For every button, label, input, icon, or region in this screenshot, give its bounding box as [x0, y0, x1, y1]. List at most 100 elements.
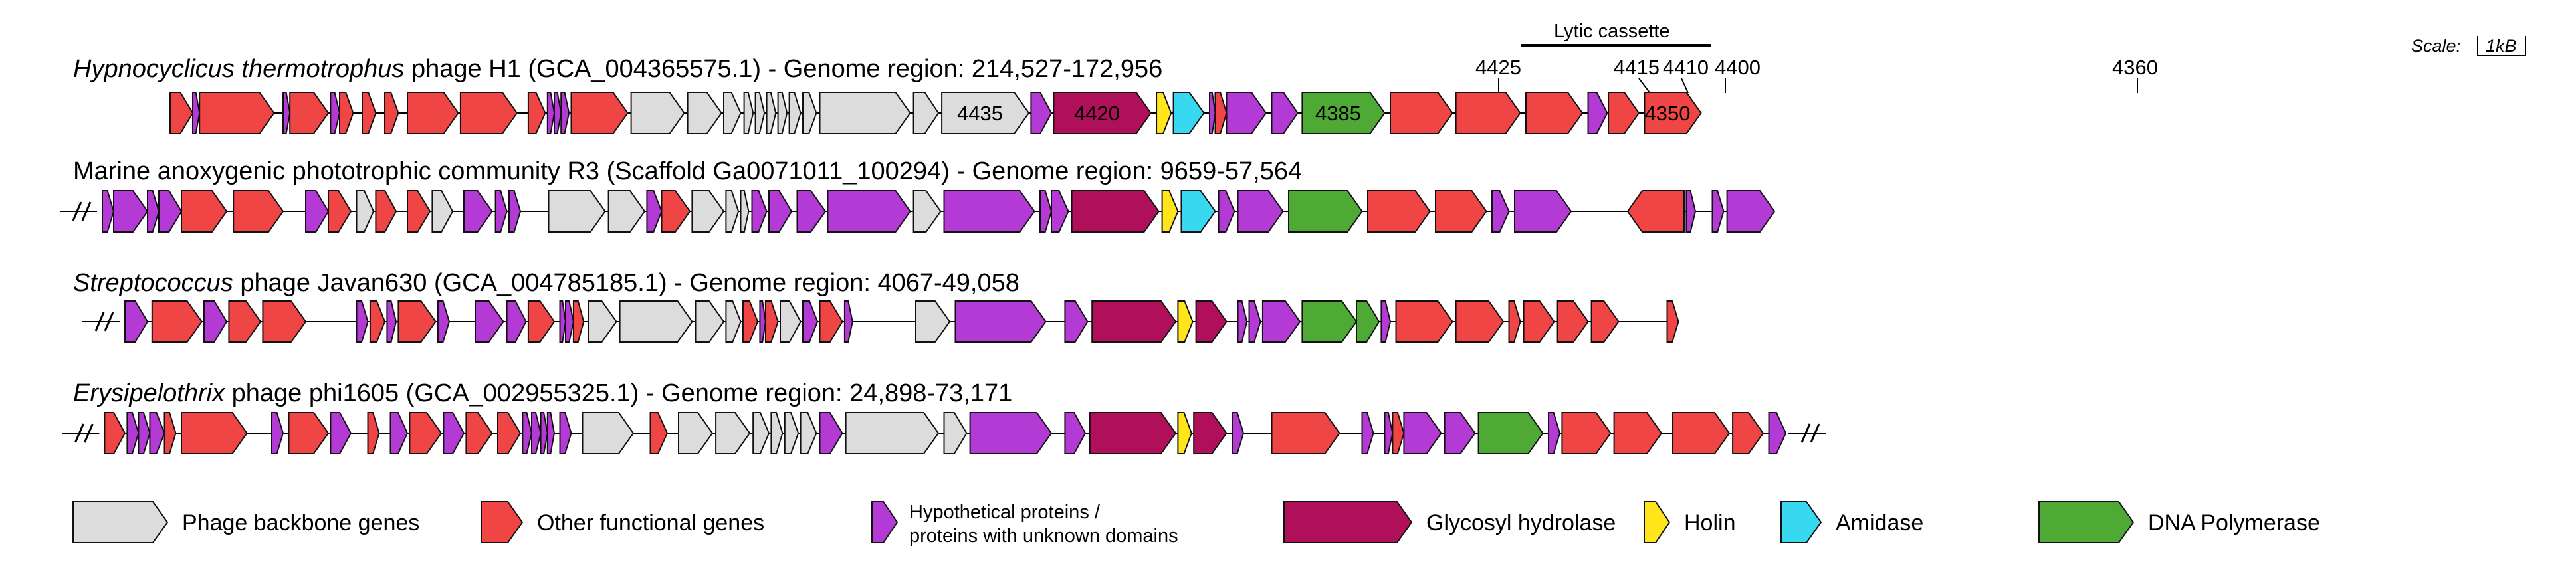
gene-arrow-purple [943, 190, 1035, 233]
legend-item-yellow: Holin [1644, 501, 1735, 543]
gene-arrow-red [497, 412, 522, 454]
scale-value: 1kB [2486, 36, 2517, 56]
gene-arrow-red [1561, 412, 1612, 454]
gene-arrow-purple [1064, 412, 1087, 454]
gene-arrow-grey [800, 412, 817, 454]
gene-arrow-purple [559, 412, 572, 454]
left-break-mark [82, 312, 120, 332]
gene-arrow-purple [802, 300, 819, 343]
gene-arrow-yellow [1177, 412, 1192, 454]
legend-label: Other functional genes [537, 510, 764, 535]
track-title-erysipelothrix: Erysipelothrix phage phi1605 (GCA_002955… [73, 379, 1012, 407]
gene-arrow-purple [126, 412, 140, 454]
gene-arrow-purple [508, 190, 522, 233]
gene-arrow-grey [788, 92, 802, 134]
legend-swatch-cyan [1780, 501, 1822, 543]
gene-arrow-purple [1587, 92, 1608, 134]
gene-arrow-purple [386, 300, 397, 343]
track-title-erysipelothrix-rest: phage phi1605 (GCA_002955325.1) - Genome… [225, 379, 1012, 407]
gene-arrow-magenta [1071, 190, 1160, 233]
gene-arrow-red [288, 412, 330, 454]
gene-arrow-red [409, 412, 443, 454]
gene-arrow-purple [356, 300, 369, 343]
gene-number-4360: 4360 [2112, 56, 2158, 79]
gene-arrow-purple [1726, 190, 1776, 233]
track-title-erysipelothrix-species: Erysipelothrix [73, 379, 226, 407]
gene-arrow-purple [158, 190, 183, 233]
gene-arrow-purple [560, 92, 570, 134]
scale-bar: Scale: 1kB [2411, 36, 2526, 56]
gene-arrow-red [1556, 300, 1589, 343]
gene-arrow-red [384, 92, 399, 134]
gene-arrow-purple [1030, 92, 1053, 134]
gene-arrow-purple [751, 190, 768, 233]
gene-arrow-red [262, 300, 307, 343]
gene-arrow-red [1367, 190, 1431, 233]
gene-arrow-red [1590, 300, 1620, 343]
gene-arrow-cyan [1180, 190, 1216, 233]
gene-arrow-red [375, 190, 397, 233]
gene-arrow-purple [1491, 190, 1510, 233]
gene-arrow-purple [1237, 190, 1284, 233]
gene-arrow-purple [969, 412, 1053, 454]
gene-arrow-red [1214, 92, 1228, 134]
legend-label: Glycosyl hydrolase [1426, 510, 1616, 535]
gene-arrow-red [1435, 190, 1487, 233]
gene-arrow-purple [138, 412, 151, 454]
right-break-mark [1788, 423, 1826, 443]
gene-arrow-purple [330, 412, 352, 454]
legend: Phage backbone genes Other functional gen… [72, 501, 2320, 547]
gene-arrow-grey [754, 92, 766, 134]
gene-arrow-grey [845, 412, 940, 454]
gene-label: 4350 [1645, 102, 1691, 125]
gene-arrow-red [1508, 300, 1521, 343]
gene-arrow-grey [687, 92, 722, 134]
gene-arrow-purple [1384, 412, 1394, 454]
gene-arrow-purple [565, 300, 574, 343]
gene-arrow-grey [588, 300, 617, 343]
gene-arrow-purple [954, 300, 1047, 343]
gene-arrow-grey [678, 412, 714, 454]
gene-arrow-purple [192, 92, 201, 134]
gene-arrow-grey [766, 92, 777, 134]
left-break-mark [60, 201, 97, 221]
gene-arrow-red [459, 92, 518, 134]
legend-label: Hypothetical proteins / [909, 502, 1101, 523]
gene-arrow-red [661, 190, 691, 233]
legend-swatch-grey [72, 501, 169, 543]
legend-swatch-yellow [1644, 501, 1671, 543]
gene-arrow-magenta [1053, 92, 1152, 134]
gene-arrow-purple [463, 190, 493, 233]
gene-arrow-purple [554, 92, 562, 134]
gene-arrow-purple [1039, 190, 1053, 233]
gene-arrow-grey [725, 300, 742, 343]
legend-label-line2: proteins with unknown domains [909, 526, 1178, 547]
legend-label: Holin [1684, 510, 1735, 535]
gene-arrow-grey [695, 300, 725, 343]
gene-arrow-red [1644, 92, 1702, 134]
gene-arrow-red [1613, 412, 1663, 454]
legend-item-green: DNA Polymerase [2038, 501, 2320, 543]
gene-arrow-red [407, 190, 431, 233]
legend-swatch-magenta [1283, 501, 1413, 543]
gene-arrow-grey [548, 190, 606, 233]
gene-arrow-purple [1444, 412, 1476, 454]
gene-arrow-red [1395, 300, 1453, 343]
gene-label: 4420 [1074, 102, 1120, 125]
gene-arrow-grey [725, 190, 740, 233]
gene-arrow-grey [740, 190, 750, 233]
gene-arrow-grey [770, 412, 784, 454]
left-break-mark [62, 423, 100, 443]
gene-arrow-red [407, 92, 459, 134]
gene-arrow-purple [1218, 190, 1235, 233]
legend-label: Phage backbone genes [182, 510, 419, 535]
gene-arrow-purple [1548, 412, 1561, 454]
track-hypnocyclicus: 4435 4420 4385 4350 [169, 92, 1702, 134]
gene-label: 4385 [1315, 102, 1361, 125]
gene-arrow-purple [759, 300, 766, 343]
gene-arrow-red [181, 190, 228, 233]
gene-arrow-cyan [1172, 92, 1205, 134]
track-marine [60, 190, 1776, 233]
gene-arrow-purple [1403, 412, 1442, 454]
